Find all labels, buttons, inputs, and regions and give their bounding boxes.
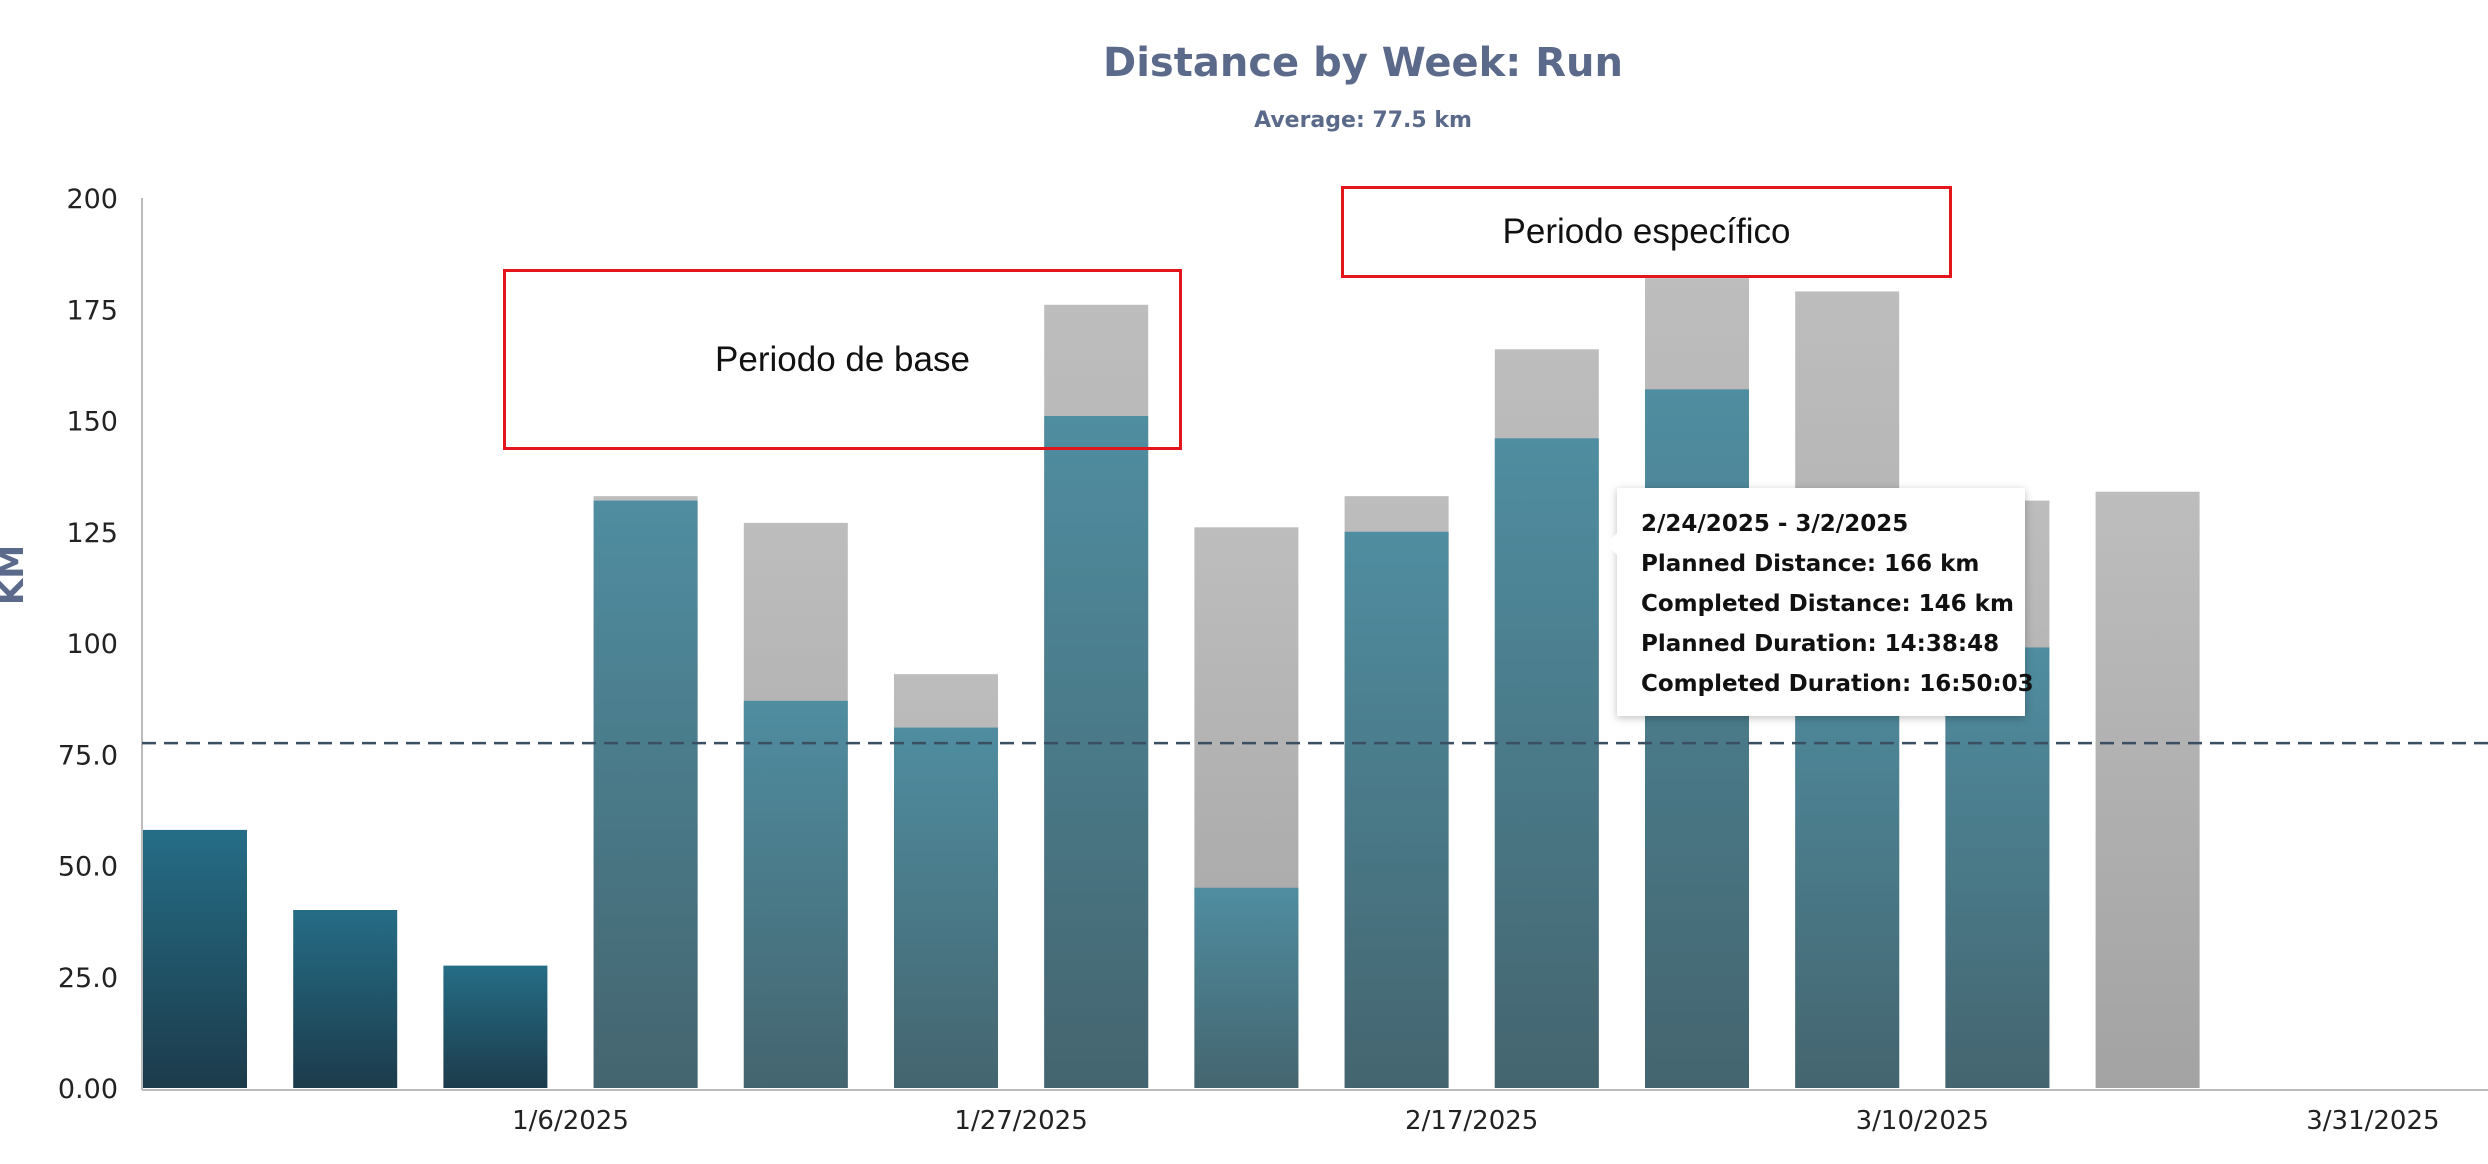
completed-bar[interactable] <box>593 500 698 1089</box>
tooltip-arrow <box>1606 533 1617 555</box>
tooltip-completed-distance: Completed Distance: 146 km <box>1641 591 2014 617</box>
chart-subtitle: Average: 77.5 km <box>1254 108 1472 133</box>
x-tick-label: 3/10/2025 <box>1856 1106 1989 1136</box>
y-axis-ticks: 0.00 25.0 50.0 75.0 100 125 150 175 200 <box>58 184 118 1105</box>
completed-bar[interactable] <box>1344 531 1449 1088</box>
bar-tooltip: 2/24/2025 - 3/2/2025 Planned Distance: 1… <box>1606 488 2034 716</box>
completed-bar[interactable] <box>1494 438 1599 1088</box>
tooltip-completed-duration: Completed Duration: 16:50:03 <box>1641 671 2034 697</box>
completed-bar[interactable] <box>1194 887 1299 1088</box>
chart-title: Distance by Week: Run <box>1103 40 1623 86</box>
y-tick-label: 100 <box>66 629 118 660</box>
y-tick-label: 150 <box>66 407 118 438</box>
completed-bar[interactable] <box>143 829 247 1088</box>
annotation-specific-period: Periodo específico <box>1341 186 1952 278</box>
tooltip-planned-duration: Planned Duration: 14:38:48 <box>1641 631 2000 657</box>
x-tick-label: 1/27/2025 <box>954 1106 1087 1136</box>
completed-bar[interactable] <box>743 700 848 1088</box>
y-tick-label: 200 <box>66 184 118 215</box>
y-tick-label: 75.0 <box>58 740 118 771</box>
x-tick-label: 2/17/2025 <box>1405 1106 1538 1136</box>
x-tick-label: 3/31/2025 <box>2306 1106 2439 1136</box>
completed-bar[interactable] <box>1795 643 1900 1088</box>
annotation-specific-text: Periodo específico <box>1502 212 1791 251</box>
completed-bar[interactable] <box>443 965 548 1088</box>
tooltip-planned-distance: Planned Distance: 166 km <box>1641 551 1980 577</box>
annotation-base-text: Periodo de base <box>715 339 970 379</box>
y-tick-label: 0.00 <box>58 1074 118 1105</box>
y-tick-label: 50.0 <box>58 852 118 883</box>
completed-bar[interactable] <box>1945 647 2050 1088</box>
axes <box>141 198 2488 1091</box>
y-tick-label: 175 <box>66 295 118 326</box>
completed-bar[interactable] <box>293 910 398 1088</box>
y-axis-label: KM <box>0 544 33 606</box>
annotation-base-period: Periodo de base <box>503 269 1182 450</box>
x-axis-ticks: 1/6/2025 1/27/2025 2/17/2025 3/10/2025 3/31/… <box>512 1106 2439 1136</box>
completed-bar[interactable] <box>894 727 998 1088</box>
tooltip-range: 2/24/2025 - 3/2/2025 <box>1641 511 1909 537</box>
planned-bar[interactable] <box>2095 491 2200 1088</box>
completed-bar[interactable] <box>1044 416 1149 1088</box>
y-tick-label: 25.0 <box>58 963 118 994</box>
y-tick-label: 125 <box>66 518 118 549</box>
x-tick-label: 1/6/2025 <box>512 1106 629 1136</box>
